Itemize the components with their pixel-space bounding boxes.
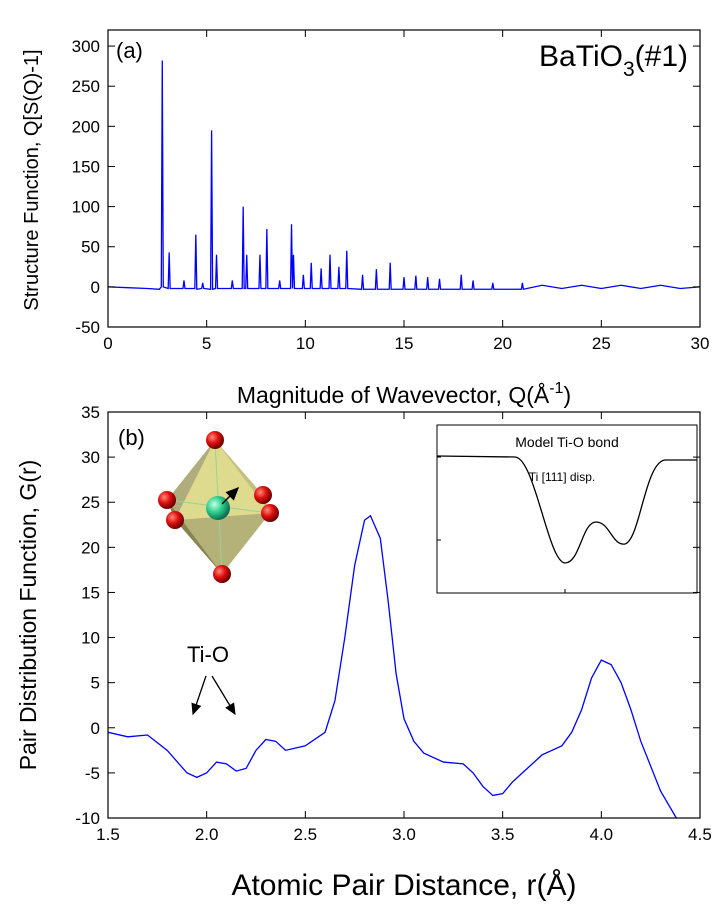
x-tick-label: 30 (691, 334, 710, 353)
x-tick-label: 2.0 (195, 825, 219, 844)
x-label-main: Magnitude of Wavevector, Q(Å (237, 381, 550, 408)
y-tick-label: 250 (72, 77, 100, 96)
y-tick-label: 30 (81, 448, 100, 467)
arrow (211, 675, 236, 716)
y-tick-label: 150 (72, 157, 100, 176)
y-tick-label: 100 (72, 198, 100, 217)
y-tick-label: 200 (72, 117, 100, 136)
title-sub: 3 (623, 58, 635, 81)
y-tick-label: 15 (81, 583, 100, 602)
y-tick-label: 20 (81, 538, 100, 557)
x-tick-label: 20 (493, 334, 512, 353)
arrow (191, 675, 207, 716)
annotation: Ti-O (187, 642, 229, 667)
panel-label: (b) (118, 425, 145, 450)
x-label-suffix: ) (563, 382, 571, 408)
x-axis-label: Atomic Pair Distance, r(Å) (231, 869, 576, 902)
y-tick-label: -50 (75, 318, 100, 337)
octahedron-icon (158, 431, 279, 583)
data-line (108, 60, 700, 291)
chart-title: BaTiO3(#1) (539, 40, 688, 81)
x-tick-label: 10 (296, 334, 315, 353)
data-line (108, 514, 677, 818)
x-tick-label: 4.5 (688, 825, 712, 844)
y-tick-label: 5 (91, 674, 100, 693)
y-axis-label: Structure Function, Q[S(Q)-1] (21, 49, 43, 310)
x-tick-label: 0 (103, 334, 112, 353)
y-tick-label: 10 (81, 629, 100, 648)
x-label-sup: -1 (549, 380, 563, 397)
inset: Model Ti-O bond Ti [111] disp. (436, 424, 698, 594)
title-suffix: (#1) (635, 40, 688, 73)
y-tick-label: 25 (81, 493, 100, 512)
x-tick-label: 15 (395, 334, 414, 353)
panel-label: (a) (116, 38, 143, 63)
title-main: BaTiO (539, 40, 623, 73)
y-tick-label: 50 (81, 238, 100, 257)
y-tick-label: 35 (81, 403, 100, 422)
x-tick-label: 1.5 (96, 825, 120, 844)
inset-title: Model Ti-O bond (515, 434, 619, 450)
x-tick-label: 2.5 (294, 825, 318, 844)
y-tick-label: 300 (72, 37, 100, 56)
x-tick-label: 25 (592, 334, 611, 353)
y-tick-label: -10 (75, 809, 100, 828)
y-tick-label: -5 (85, 764, 100, 783)
x-tick-label: 4.0 (590, 825, 614, 844)
y-tick-label: 0 (91, 278, 100, 297)
x-tick-label: 3.0 (392, 825, 416, 844)
inset-subtitle: Ti [111] disp. (529, 470, 595, 484)
y-axis-label: Pair Distribution Function, G(r) (15, 460, 41, 771)
y-tick-label: 0 (91, 719, 100, 738)
inset-curve (436, 455, 697, 564)
x-tick-label: 3.5 (491, 825, 515, 844)
x-tick-label: 5 (202, 334, 211, 353)
x-axis-label: Magnitude of Wavevector, Q(Å-1) (237, 380, 571, 408)
inset-frame (436, 424, 698, 594)
